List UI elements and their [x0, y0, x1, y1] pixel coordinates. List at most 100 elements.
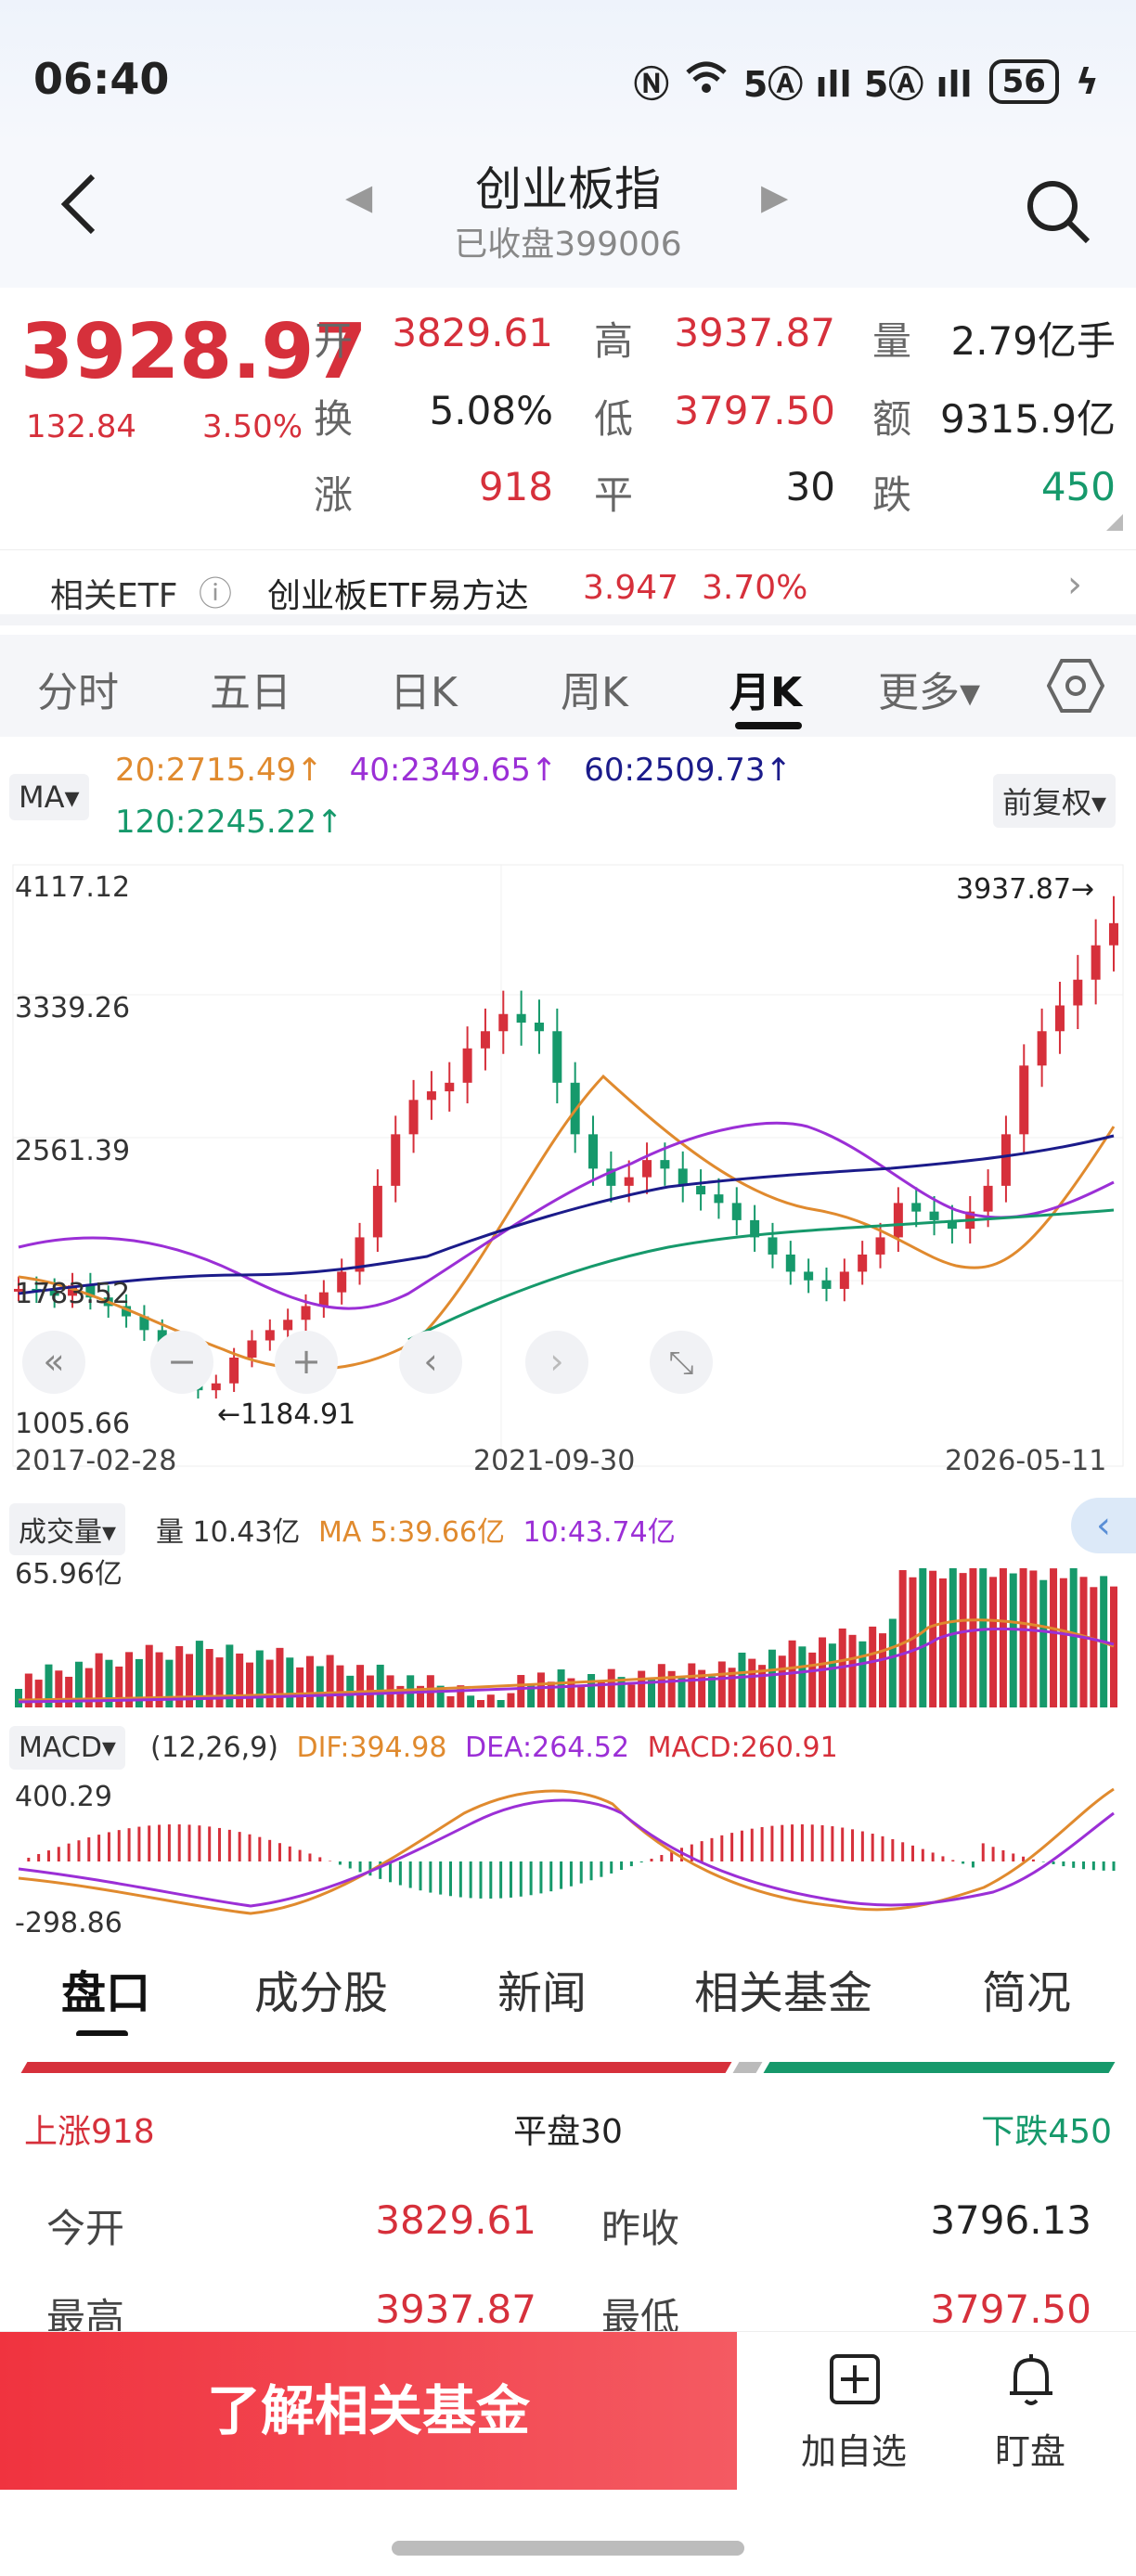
adjust-selector[interactable]: 前复权▾ [993, 774, 1117, 828]
macd-chart[interactable]: 400.29 -298.86 [0, 1776, 1136, 1934]
ma-legend-row: 120:2245.22↑ [115, 804, 342, 841]
candle-body [211, 1383, 221, 1391]
breadth-bar-flat [732, 2062, 763, 2073]
volume-bar [798, 1646, 807, 1707]
etf-price: 3.947 [583, 569, 679, 607]
field-label: 低 [594, 396, 634, 442]
candle-body [265, 1330, 275, 1341]
stat-value: 3829.61 [375, 2197, 536, 2243]
macd-bar [1052, 1861, 1055, 1864]
candle-body [1091, 945, 1101, 980]
candle-body [355, 1237, 365, 1272]
macd-bar [67, 1843, 71, 1861]
tab-constituents[interactable]: 成分股 [254, 1967, 389, 2019]
volume-bar [667, 1670, 676, 1707]
candle-body [588, 1134, 599, 1169]
field-label: 平 [594, 472, 634, 518]
tab-profile[interactable]: 简况 [982, 1967, 1072, 2019]
related-etf-row[interactable]: 相关ETF ⓘ 创业板ETF易方达 3.947 3.70% › [0, 549, 1136, 625]
volume-bar [577, 1686, 586, 1707]
macd-bar [820, 1824, 824, 1861]
tab-monthly-k[interactable]: 月K [729, 669, 803, 716]
macd-bar [218, 1827, 222, 1861]
candle-body [804, 1271, 814, 1281]
zoom-out-button[interactable] [150, 1331, 213, 1394]
volume-bar [617, 1677, 626, 1707]
expand-corner-icon[interactable] [1106, 514, 1123, 531]
volume-bar [255, 1650, 264, 1707]
candle-body [372, 1185, 382, 1238]
fullscreen-button[interactable] [650, 1331, 713, 1394]
volume-bar [657, 1664, 665, 1707]
tab-five-day[interactable]: 五日 [210, 669, 291, 716]
macd-bar [539, 1861, 543, 1894]
volume-chart[interactable]: 65.96亿 [0, 1553, 1136, 1711]
previous-index-button[interactable]: ◀ [345, 176, 373, 217]
macd-bar [87, 1837, 91, 1861]
macd-dif: DIF:394.98 [296, 1732, 447, 1764]
volume-bar [909, 1577, 917, 1707]
volume-bar [125, 1652, 134, 1707]
scroll-start-button[interactable] [22, 1331, 85, 1394]
candle-body [1037, 1031, 1047, 1066]
back-button[interactable] [56, 167, 102, 253]
volume-bar [84, 1668, 93, 1707]
volume-bar [758, 1665, 767, 1707]
field-label: 量 [872, 318, 912, 364]
kline-chart[interactable]: 4117.12 3339.26 2561.39 1783.52 1005.66 … [0, 857, 1136, 1470]
macd-bar [881, 1835, 884, 1861]
tab-related-funds[interactable]: 相关基金 [694, 1967, 873, 2019]
macd-bar [449, 1861, 453, 1897]
wifi-icon [686, 59, 727, 103]
monitor-button[interactable]: 盯盘 [947, 2352, 1114, 2473]
field-label: 高 [594, 318, 634, 364]
volume-bar [879, 1633, 887, 1707]
macd-bar [127, 1828, 131, 1861]
macd-bar [941, 1856, 945, 1861]
macd-bar [308, 1853, 312, 1861]
tab-weekly-k[interactable]: 周K [561, 669, 628, 716]
status-icons: Ⓝ 5Ⓐ ıll 5Ⓐ ıll 56 ϟ [634, 56, 1099, 107]
search-button[interactable] [1021, 174, 1095, 249]
volume-bar [446, 1695, 455, 1707]
macd-bar [670, 1851, 674, 1861]
macd-bar [951, 1860, 955, 1861]
volume-bar [265, 1659, 274, 1707]
volume-bar [286, 1657, 294, 1707]
volume-bar [607, 1668, 615, 1707]
macd-bar [750, 1828, 754, 1861]
candle-body [534, 1023, 544, 1032]
macd-bar [1031, 1859, 1035, 1861]
next-index-button[interactable]: ▶ [761, 176, 789, 217]
macd-selector[interactable]: MACD▾ [9, 1726, 125, 1770]
volume-bar [507, 1693, 515, 1707]
tab-orderbook[interactable]: 盘口 [61, 1967, 151, 2019]
scroll-left-button[interactable] [399, 1331, 462, 1394]
info-icon[interactable]: ⓘ [199, 575, 233, 613]
volume-selector[interactable]: 成交量▾ [9, 1503, 126, 1555]
add-watchlist-button[interactable]: 加自选 [770, 2352, 937, 2473]
tab-intraday[interactable]: 分时 [37, 669, 119, 716]
candle-body [1019, 1065, 1029, 1135]
scroll-right-button[interactable] [525, 1331, 588, 1394]
volume-bar [276, 1647, 284, 1707]
ma60-value: 60:2509.73↑ [584, 752, 793, 789]
volume-bar [748, 1658, 756, 1707]
macd-bar [148, 1825, 151, 1861]
tab-news[interactable]: 新闻 [497, 1967, 587, 2019]
macd-bar [1091, 1861, 1095, 1871]
volume-bar [45, 1664, 53, 1707]
tab-daily-k[interactable]: 日K [390, 669, 458, 716]
candle-body [1054, 1005, 1065, 1032]
collapse-panel-button[interactable]: ‹ [1071, 1498, 1136, 1553]
field-value: 3937.87 [674, 310, 835, 355]
ma-selector[interactable]: MA▾ [9, 774, 89, 820]
chart-settings-button[interactable] [1046, 657, 1105, 718]
macd-bar [117, 1830, 121, 1861]
learn-related-funds-button[interactable]: 了解相关基金 [0, 2332, 737, 2490]
macd-bar [137, 1826, 141, 1861]
zoom-in-button[interactable] [275, 1331, 338, 1394]
volume-bar [1050, 1568, 1058, 1707]
tab-more[interactable]: 更多▾ [878, 669, 981, 716]
volume-bar [869, 1626, 877, 1707]
